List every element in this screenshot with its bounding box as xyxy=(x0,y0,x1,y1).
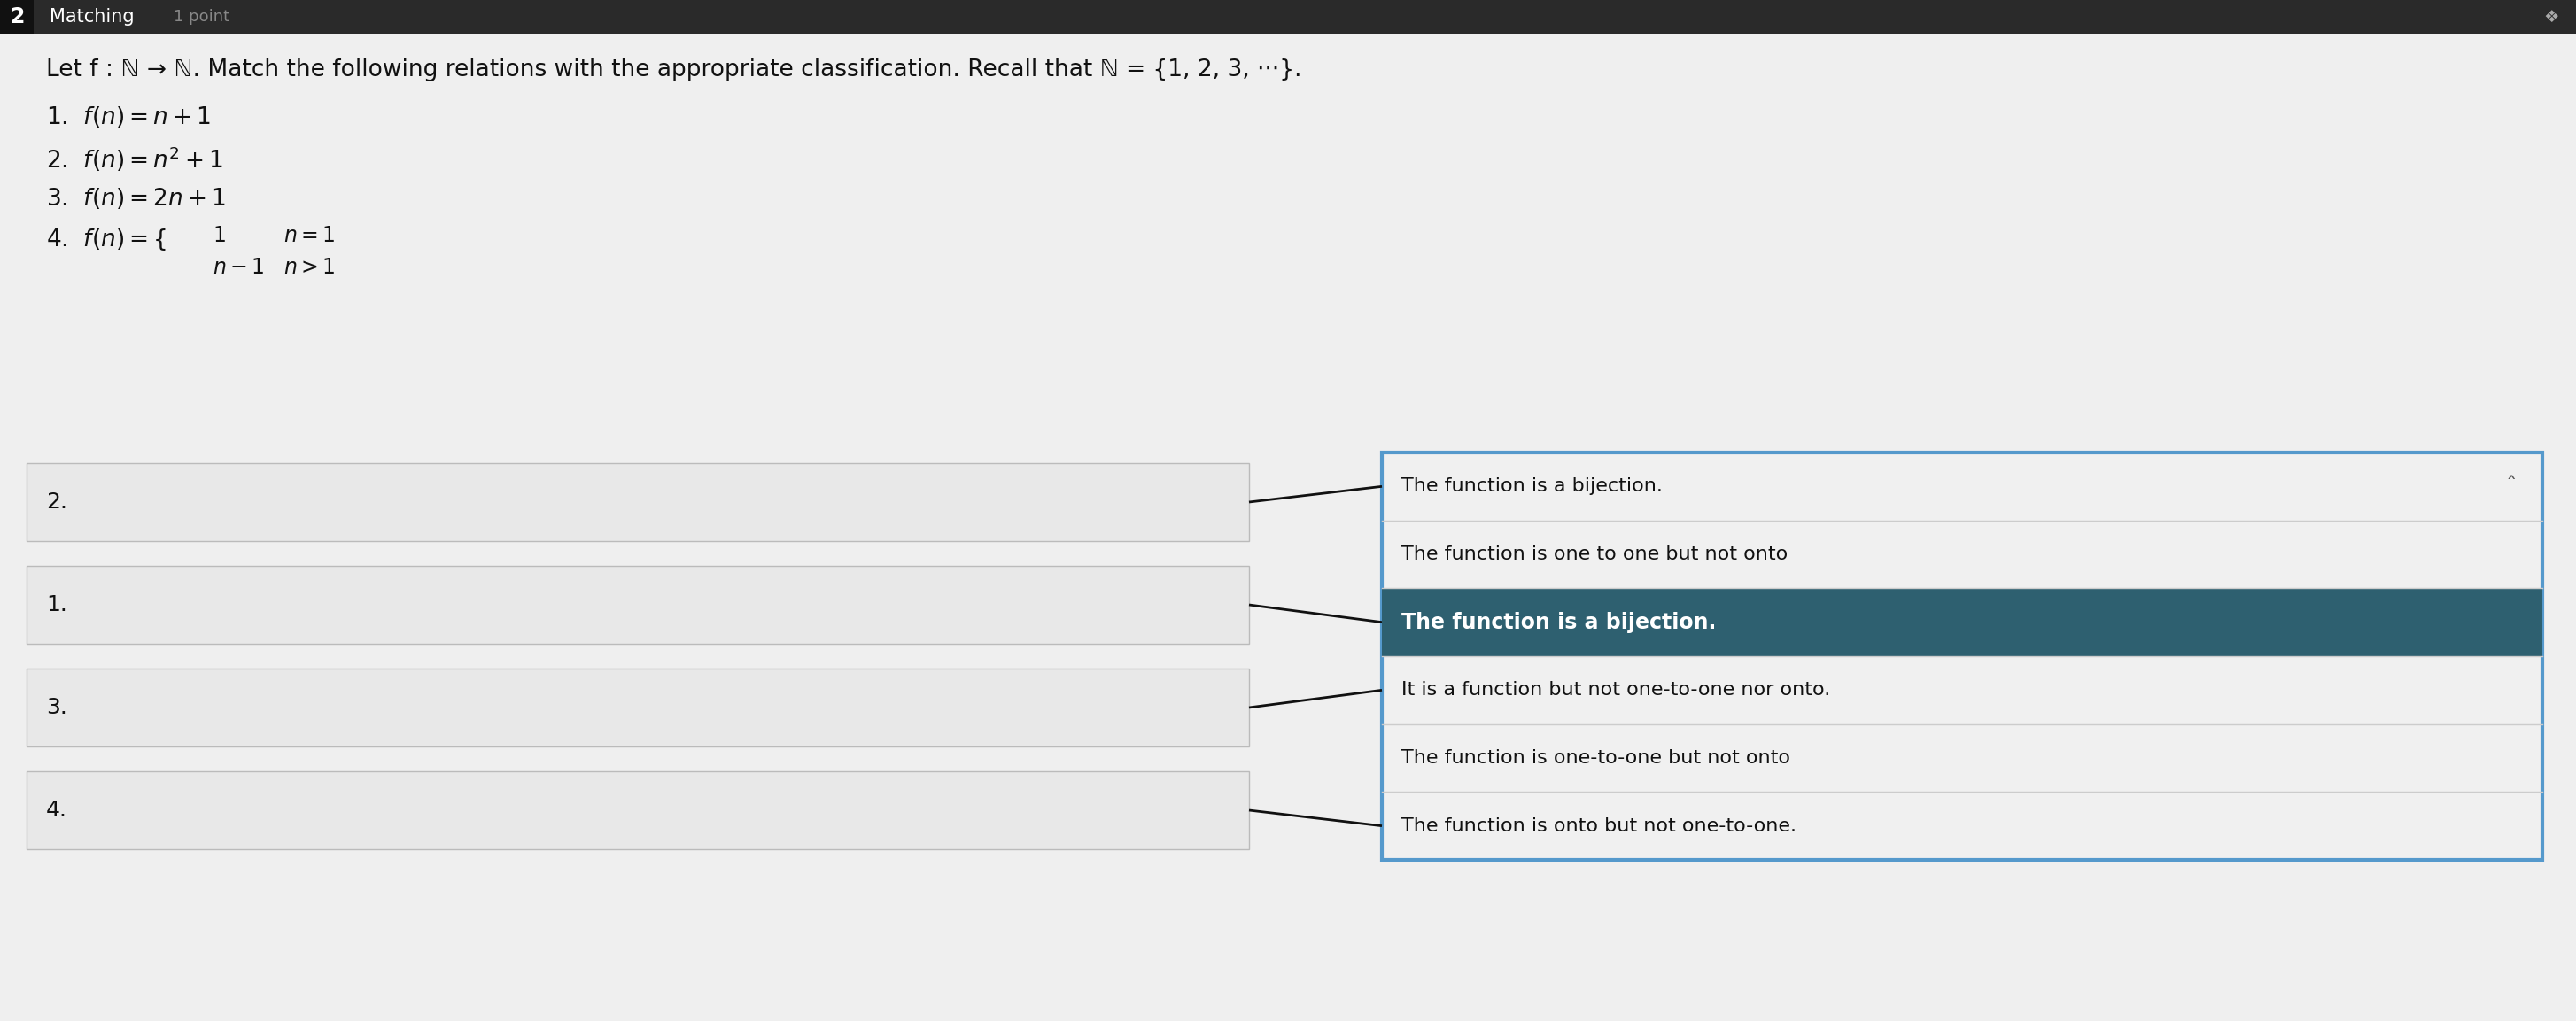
FancyBboxPatch shape xyxy=(26,771,1249,849)
Text: 2.: 2. xyxy=(46,491,67,513)
FancyBboxPatch shape xyxy=(0,0,33,34)
Text: 2: 2 xyxy=(10,6,23,28)
Text: 1.  $f(n) = n + 1$: 1. $f(n) = n + 1$ xyxy=(46,104,211,130)
Text: $n - 1$: $n - 1$ xyxy=(214,257,265,278)
Text: The function is a bijection.: The function is a bijection. xyxy=(1401,478,1662,495)
Text: 3.: 3. xyxy=(46,697,67,718)
Text: It is a function but not one-to-one nor onto.: It is a function but not one-to-one nor … xyxy=(1401,681,1832,699)
Text: 4.: 4. xyxy=(46,799,67,821)
Text: Let f : ℕ → ℕ. Match the following relations with the appropriate classification: Let f : ℕ → ℕ. Match the following relat… xyxy=(46,58,1301,82)
Text: 1.: 1. xyxy=(46,594,67,616)
Text: $n > 1$: $n > 1$ xyxy=(283,257,335,278)
Text: ❖: ❖ xyxy=(2543,8,2558,26)
Text: $1$: $1$ xyxy=(214,225,227,246)
FancyBboxPatch shape xyxy=(26,669,1249,746)
Text: Matching: Matching xyxy=(49,8,134,26)
Text: The function is one to one but not onto: The function is one to one but not onto xyxy=(1401,545,1788,564)
FancyBboxPatch shape xyxy=(0,0,2576,34)
Text: 2.  $f(n) = n^2 + 1$: 2. $f(n) = n^2 + 1$ xyxy=(46,145,224,174)
FancyBboxPatch shape xyxy=(26,464,1249,541)
Text: $n = 1$: $n = 1$ xyxy=(283,225,335,246)
Text: 4.  $f(n) = \{$: 4. $f(n) = \{$ xyxy=(46,227,167,252)
Text: The function is onto but not one-to-one.: The function is onto but not one-to-one. xyxy=(1401,817,1795,835)
FancyBboxPatch shape xyxy=(26,566,1249,644)
Text: 3.  $f(n) = 2n + 1$: 3. $f(n) = 2n + 1$ xyxy=(46,186,227,210)
Text: ˆ: ˆ xyxy=(2506,476,2517,497)
FancyBboxPatch shape xyxy=(1381,452,2543,860)
Text: The function is one-to-one but not onto: The function is one-to-one but not onto xyxy=(1401,749,1790,767)
Text: 1 point: 1 point xyxy=(173,9,229,25)
FancyBboxPatch shape xyxy=(0,34,2576,1021)
Text: The function is a bijection.: The function is a bijection. xyxy=(1401,612,1716,633)
FancyBboxPatch shape xyxy=(1381,588,2543,657)
